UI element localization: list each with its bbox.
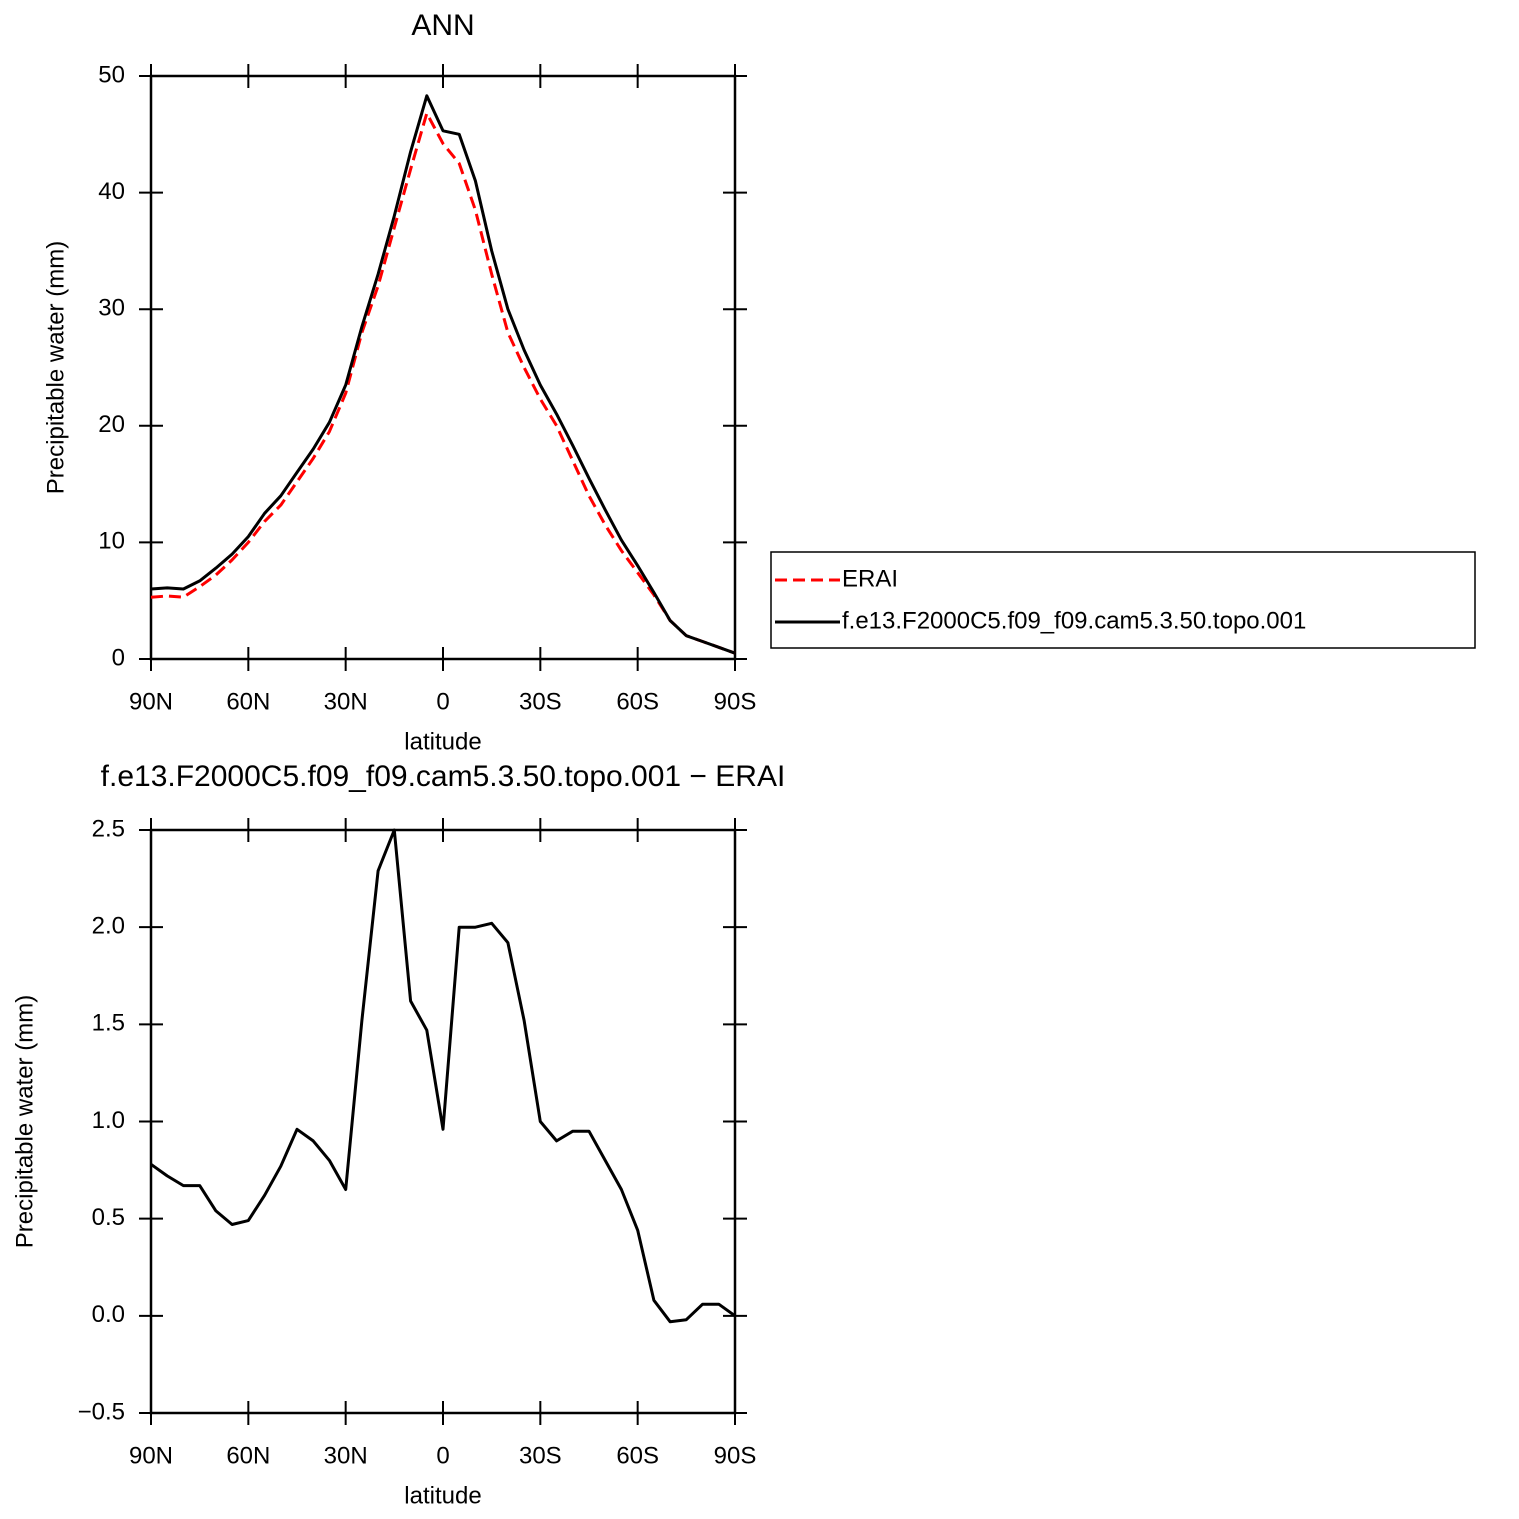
legend-box — [770, 551, 1476, 649]
y-tick-label: 10 — [98, 528, 125, 555]
plot-frame — [149, 74, 737, 661]
legend-label: ERAI — [842, 565, 898, 592]
legend-label: f.e13.F2000C5.f09_f09.cam5.3.50.topo.001 — [842, 607, 1306, 634]
y-tick-label: −0.5 — [78, 1398, 125, 1425]
y-tick-label: 20 — [98, 411, 125, 438]
x-tick-label: 0 — [436, 688, 449, 715]
x-tick-label: 90S — [714, 688, 757, 715]
y-tick-label: 50 — [98, 61, 125, 88]
x-axis-label: latitude — [404, 728, 481, 755]
y-tick-label: 0.0 — [92, 1301, 125, 1328]
chart-title: f.e13.F2000C5.f09_f09.cam5.3.50.topo.001… — [101, 760, 786, 793]
x-tick-label: 60S — [616, 1442, 659, 1469]
x-tick-label: 60N — [226, 688, 270, 715]
x-tick-label: 0 — [436, 1442, 449, 1469]
x-tick-label: 30S — [519, 1442, 562, 1469]
series-line — [150, 94, 736, 655]
y-tick-label: 1.0 — [92, 1107, 125, 1134]
x-tick-label: 30S — [519, 688, 562, 715]
y-axis-label: Precipitable water (mm) — [11, 995, 38, 1248]
x-tick-label: 90N — [129, 688, 173, 715]
x-tick-label: 30N — [324, 688, 368, 715]
x-tick-label: 90N — [129, 1442, 173, 1469]
series-line — [150, 111, 736, 655]
x-tick-label: 30N — [324, 1442, 368, 1469]
series-line — [150, 828, 736, 1324]
y-tick-label: 0.5 — [92, 1204, 125, 1231]
x-tick-label: 60S — [616, 688, 659, 715]
y-tick-label: 0 — [112, 644, 125, 671]
y-axis-label: Precipitable water (mm) — [42, 241, 69, 494]
y-tick-label: 30 — [98, 295, 125, 322]
y-tick-label: 2.0 — [92, 913, 125, 940]
x-tick-label: 90S — [714, 1442, 757, 1469]
x-tick-label: 60N — [226, 1442, 270, 1469]
y-tick-label: 40 — [98, 178, 125, 205]
y-tick-label: 2.5 — [92, 815, 125, 842]
x-axis-label: latitude — [404, 1482, 481, 1509]
y-tick-label: 1.5 — [92, 1010, 125, 1037]
chart-title: ANN — [411, 9, 474, 42]
